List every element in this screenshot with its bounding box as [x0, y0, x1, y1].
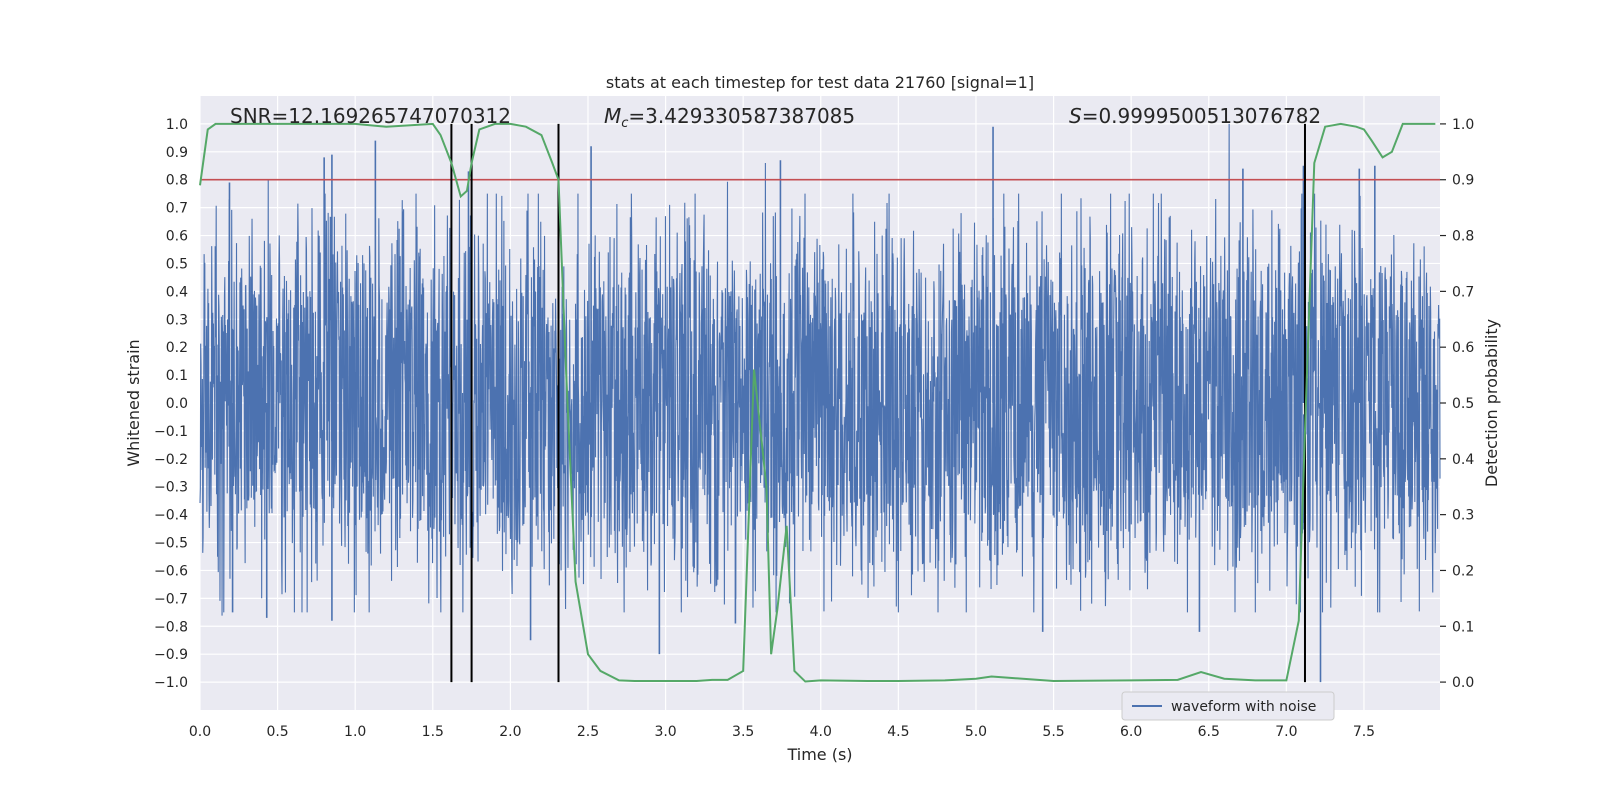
- score-value: =0.9999500513076782: [1082, 104, 1321, 128]
- y2-tick-label: 0.4: [1452, 452, 1474, 468]
- probability-line: [199, 122, 1436, 683]
- y2-tick-label: 0.3: [1452, 508, 1474, 524]
- x-axis-label: Time (s): [786, 745, 852, 764]
- chirp-mass-value: =3.429330587387085: [628, 104, 855, 128]
- y-tick-label: −0.3: [154, 480, 188, 496]
- x-tick-label: 3.0: [654, 724, 676, 740]
- waveform-line: [199, 123, 1441, 616]
- y2-tick-label: 0.1: [1452, 619, 1474, 635]
- chirp-mass-subscript: c: [621, 116, 628, 131]
- y-tick-label: 0.5: [166, 256, 188, 272]
- x-axis-ticks: 0.0 0.5 1.0 1.5 2.0 2.5 3.0 3.5 4.0 4.5 5.0 5.5 6.0 6…: [189, 724, 1375, 740]
- legend-box: [1121, 691, 1335, 721]
- marker-lines: [450, 123, 1306, 683]
- y2-tick-label: 0.5: [1452, 396, 1474, 412]
- y2-axis-label: Detection probability: [1482, 319, 1501, 487]
- y2-axis-ticks: 0.0 0.1 0.2 0.3 0.4 0.5 0.6 0.7 0.8 0.9 1.0: [1440, 117, 1474, 691]
- y-tick-label: 0.6: [166, 229, 188, 245]
- y-tick-label: 0.9: [166, 145, 188, 161]
- x-tick-label: 4.5: [887, 724, 909, 740]
- legend: waveform with noise: [1121, 691, 1335, 721]
- y-tick-label: −0.8: [154, 619, 188, 635]
- y-tick-label: −0.5: [154, 536, 188, 552]
- y-tick-label: −0.9: [154, 647, 188, 663]
- x-tick-label: 2.0: [499, 724, 521, 740]
- x-tick-label: 4.0: [810, 724, 832, 740]
- x-tick-label: 7.5: [1353, 724, 1375, 740]
- x-tick-label: 5.5: [1042, 724, 1064, 740]
- legend-label: waveform with noise: [1171, 699, 1316, 715]
- x-tick-label: 1.0: [344, 724, 366, 740]
- y2-tick-label: 0.0: [1452, 675, 1474, 691]
- y-tick-label: −0.4: [154, 508, 188, 524]
- y-tick-label: 0.4: [166, 284, 188, 300]
- y-tick-label: −0.1: [154, 424, 188, 440]
- y2-tick-label: 0.8: [1452, 229, 1474, 245]
- x-tick-label: 6.0: [1120, 724, 1142, 740]
- x-tick-label: 3.5: [732, 724, 754, 740]
- y2-tick-label: 0.6: [1452, 340, 1474, 356]
- x-tick-label: 2.5: [577, 724, 599, 740]
- chirp-mass-annotation: Mc=3.429330587387085: [604, 104, 855, 131]
- probability-series: [199, 122, 1436, 683]
- x-tick-label: 1.5: [422, 724, 444, 740]
- score-symbol: S: [1069, 104, 1082, 128]
- x-tick-label: 0.5: [266, 724, 288, 740]
- waveform-series: [199, 123, 1441, 683]
- y-tick-label: −0.2: [154, 452, 188, 468]
- y-tick-label: 0.1: [166, 368, 188, 384]
- y-tick-label: 0.7: [166, 201, 188, 217]
- x-tick-label: 5.0: [965, 724, 987, 740]
- y-tick-label: 0.8: [166, 173, 188, 189]
- y-tick-label: 0.3: [166, 312, 188, 328]
- chirp-mass-symbol: M: [604, 104, 621, 128]
- y-axis-ticks: −1.0 −0.9 −0.8 −0.7 −0.6 −0.5 −0.4 −0.3 −0.2 −0.1…: [154, 117, 188, 691]
- y-tick-label: −0.6: [154, 563, 188, 579]
- y-axis-label: Whitened strain: [124, 339, 143, 466]
- y-tick-label: −1.0: [154, 675, 188, 691]
- y2-tick-label: 0.9: [1452, 173, 1474, 189]
- score-annotation: S=0.9999500513076782: [1069, 104, 1321, 128]
- x-tick-label: 6.5: [1198, 724, 1220, 740]
- y-tick-label: 1.0: [166, 117, 188, 133]
- y2-tick-label: 0.7: [1452, 284, 1474, 300]
- y2-tick-label: 0.2: [1452, 563, 1474, 579]
- y-tick-label: 0.0: [166, 396, 188, 412]
- y-tick-label: 0.2: [166, 340, 188, 356]
- y-tick-label: −0.7: [154, 591, 188, 607]
- x-tick-label: 7.0: [1275, 724, 1297, 740]
- y2-tick-label: 1.0: [1452, 117, 1474, 133]
- snr-annotation: SNR=12.169265747070312: [230, 104, 511, 128]
- x-tick-label: 0.0: [189, 724, 211, 740]
- chart-title: stats at each timestep for test data 217…: [606, 73, 1034, 92]
